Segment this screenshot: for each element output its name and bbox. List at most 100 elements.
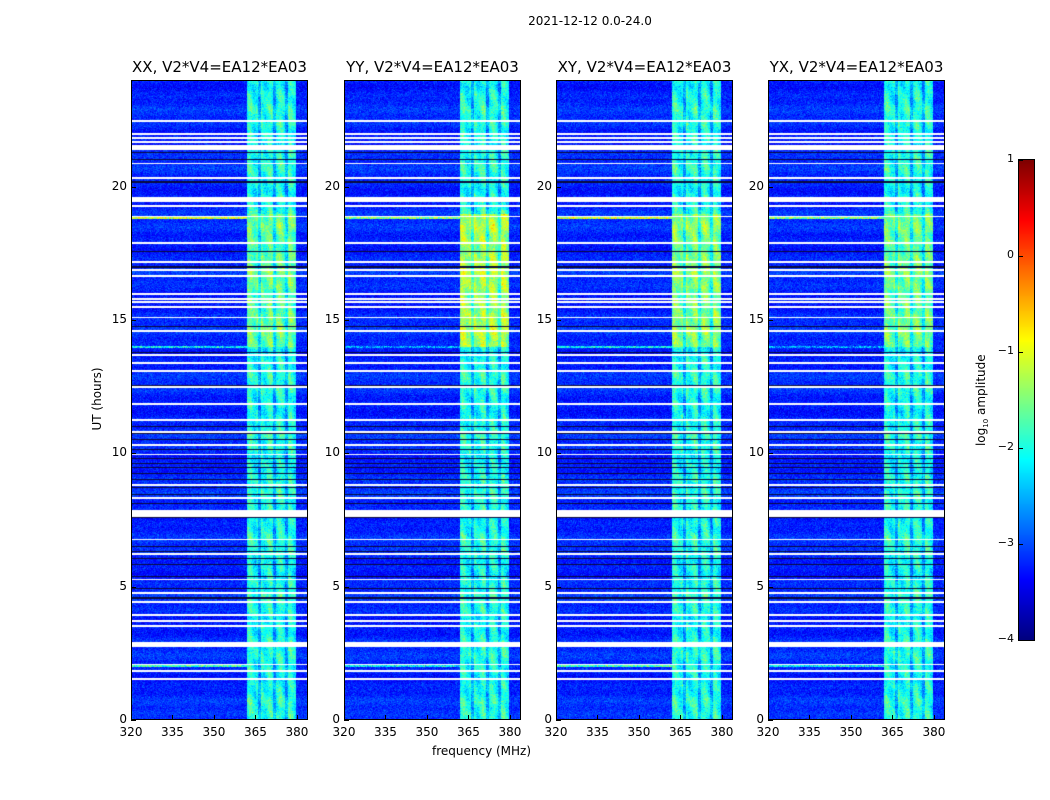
y-tick-mark: [768, 720, 773, 721]
y-tick-mark: [131, 320, 136, 321]
heatmap-panel: [344, 80, 521, 720]
colorbar-tick-label: 0: [1007, 248, 1014, 261]
x-tick-label: 380: [922, 725, 946, 739]
colorbar-tick-mark: [1019, 352, 1023, 353]
y-tick-mark: [556, 720, 561, 721]
colorbar-tick-mark: [1019, 160, 1023, 161]
x-tick-mark: [638, 715, 640, 720]
colorbar-tick-label: −3: [997, 536, 1014, 549]
y-tick-mark: [768, 453, 773, 455]
x-tick-label: 320: [756, 725, 780, 739]
y-tick-label: 5: [544, 578, 552, 593]
heatmap-panel: [131, 80, 308, 720]
x-tick-label: 320: [119, 725, 143, 739]
colorbar-tick-label: −4: [997, 632, 1014, 645]
y-tick-mark: [768, 586, 773, 588]
x-tick-label: 350: [202, 725, 226, 739]
y-tick-mark: [556, 186, 561, 188]
y-tick-label: 10: [324, 445, 340, 460]
x-tick-mark: [850, 715, 852, 720]
colorbar: [1018, 159, 1035, 641]
colorbar-tick-mark: [1019, 448, 1023, 449]
panel-title: XX, V2*V4=EA12*EA03: [132, 58, 307, 76]
heatmap-panel: [768, 80, 945, 720]
colorbar-tick-label: −1: [997, 344, 1014, 357]
y-tick-label: 15: [111, 312, 127, 326]
colorbar-tick-mark: [1019, 544, 1023, 545]
x-tick-mark: [131, 715, 132, 720]
x-tick-label: 350: [627, 725, 651, 739]
x-tick-label: 380: [710, 725, 734, 739]
figure-title: 2021-12-12 0.0-24.0: [528, 14, 652, 28]
x-tick-mark: [344, 715, 345, 720]
x-tick-label: 365: [457, 725, 480, 739]
colorbar-label-rest: amplitude: [973, 354, 988, 419]
x-tick-label: 320: [332, 725, 356, 739]
y-tick-mark: [131, 186, 136, 188]
y-tick-label: 10: [536, 445, 552, 460]
y-tick-label: 10: [111, 445, 127, 460]
x-tick-mark: [933, 715, 935, 720]
y-tick-label: 10: [748, 445, 764, 460]
y-tick-mark: [556, 320, 561, 321]
y-tick-label: 0: [119, 712, 127, 726]
y-tick-mark: [344, 720, 349, 721]
y-tick-mark: [556, 453, 561, 455]
y-tick-mark: [344, 453, 349, 455]
x-tick-mark: [213, 715, 215, 720]
panel-title: YX, V2*V4=EA12*EA03: [769, 58, 944, 76]
heatmap-image: [345, 81, 520, 719]
x-tick-mark: [597, 715, 599, 720]
x-tick-label: 335: [161, 725, 184, 739]
x-tick-label: 335: [586, 725, 609, 739]
y-tick-mark: [768, 186, 773, 188]
y-tick-mark: [344, 186, 349, 188]
x-tick-mark: [556, 715, 557, 720]
x-tick-mark: [255, 715, 257, 720]
y-tick-label: 20: [748, 178, 764, 193]
panel-title: XY, V2*V4=EA12*EA03: [557, 58, 732, 76]
x-tick-label: 350: [415, 725, 439, 739]
y-tick-label: 0: [756, 712, 764, 726]
colorbar-gradient: [1019, 160, 1034, 640]
x-axis-label: frequency (MHz): [432, 744, 532, 758]
x-tick-label: 365: [881, 725, 904, 739]
heatmap-image: [557, 81, 732, 719]
y-tick-mark: [131, 720, 136, 721]
heatmap-image: [769, 81, 944, 719]
y-tick-label: 5: [756, 578, 764, 593]
x-tick-label: 350: [839, 725, 863, 739]
x-tick-label: 365: [669, 725, 692, 739]
colorbar-label-sub: 10: [982, 418, 991, 428]
x-tick-mark: [172, 715, 174, 720]
colorbar-label: log10 amplitude: [974, 350, 990, 450]
y-tick-mark: [131, 586, 136, 588]
y-tick-label: 15: [748, 312, 764, 326]
y-tick-label: 5: [119, 578, 127, 593]
y-tick-label: 5: [332, 578, 340, 593]
x-tick-mark: [680, 715, 682, 720]
x-tick-label: 335: [374, 725, 397, 739]
colorbar-tick-label: 1: [1007, 152, 1014, 165]
y-tick-label: 15: [536, 312, 552, 326]
x-tick-mark: [468, 715, 470, 720]
heatmap-image: [132, 81, 307, 719]
x-tick-mark: [296, 715, 298, 720]
heatmap-panel: [556, 80, 733, 720]
x-tick-mark: [768, 715, 769, 720]
y-tick-mark: [768, 320, 773, 321]
x-tick-label: 335: [798, 725, 821, 739]
y-tick-mark: [344, 586, 349, 588]
x-tick-mark: [426, 715, 428, 720]
y-tick-label: 20: [324, 178, 340, 193]
colorbar-tick-label: −2: [997, 440, 1014, 453]
y-tick-label: 0: [332, 712, 340, 726]
y-tick-mark: [344, 320, 349, 321]
y-tick-label: 15: [324, 312, 340, 326]
x-tick-label: 365: [244, 725, 267, 739]
x-tick-mark: [721, 715, 723, 720]
x-tick-label: 380: [498, 725, 522, 739]
x-tick-mark: [509, 715, 511, 720]
colorbar-label-base: log: [973, 427, 988, 447]
